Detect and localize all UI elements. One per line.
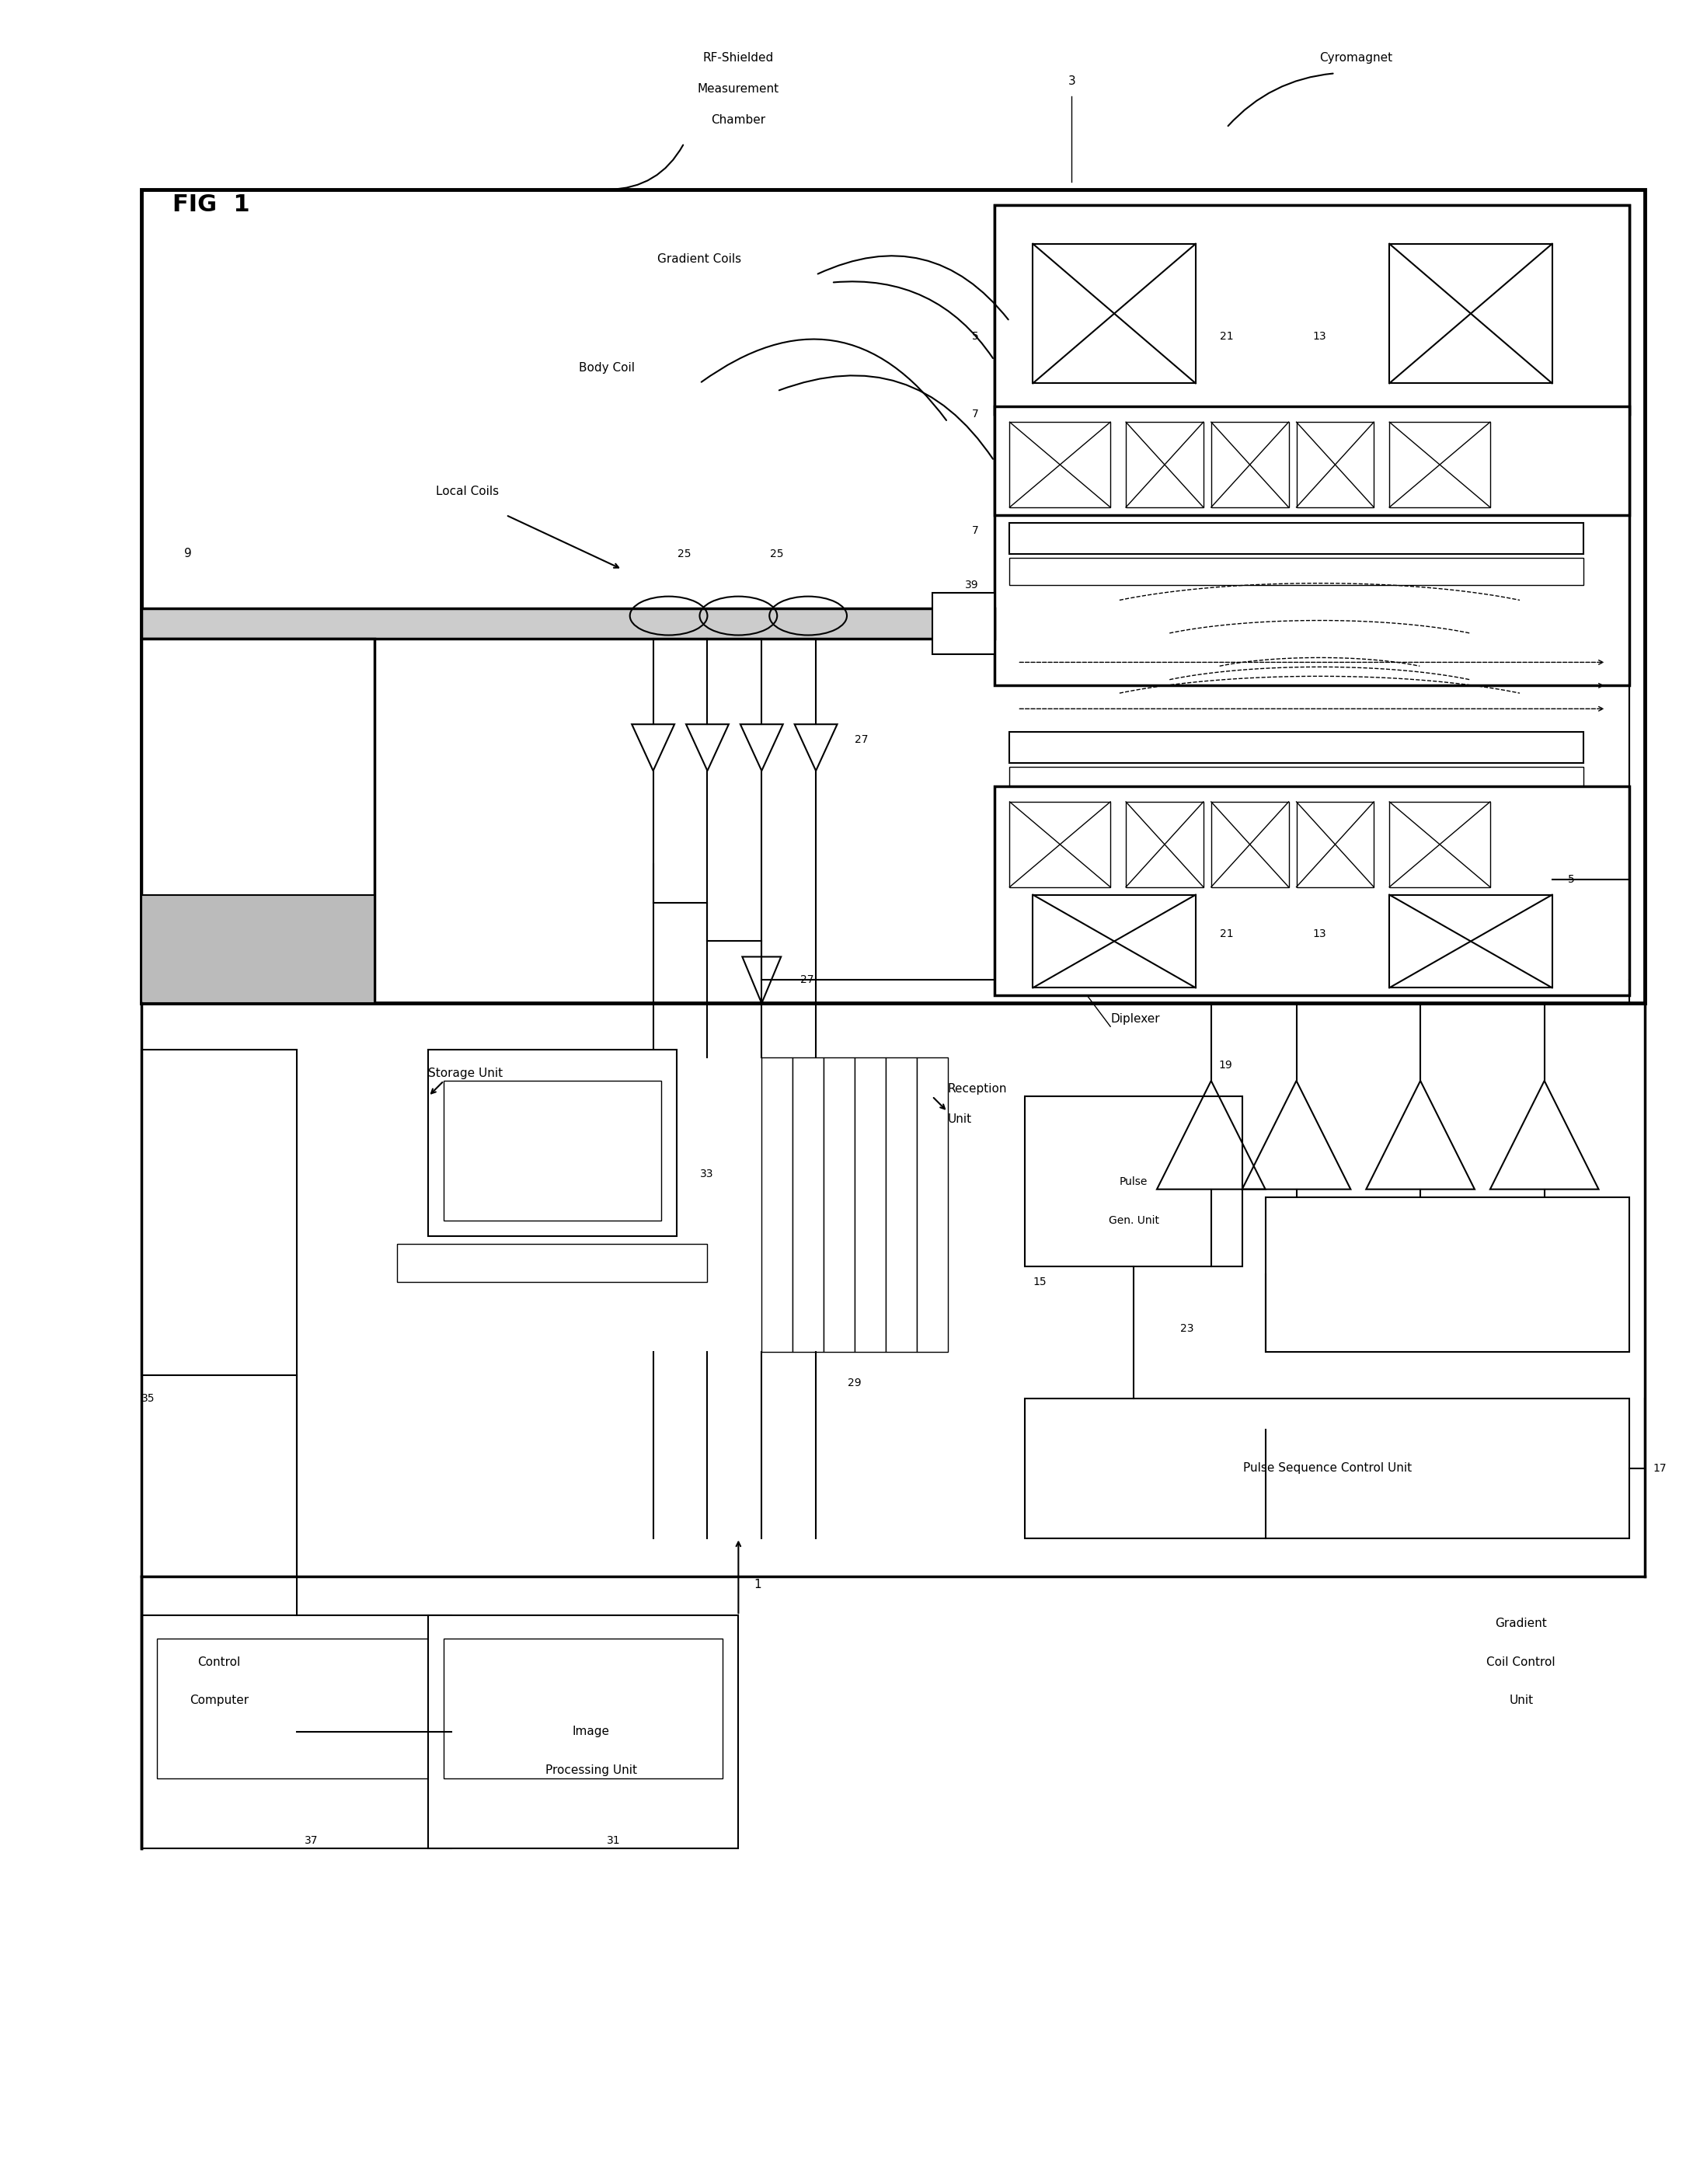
Bar: [157, 1638, 437, 1778]
Bar: [1026, 1096, 1243, 1267]
Text: 7: 7: [972, 408, 979, 419]
Text: 27: 27: [855, 734, 869, 745]
Text: Cyromagnet: Cyromagnet: [1319, 52, 1393, 63]
Bar: [1126, 802, 1204, 887]
Bar: [916, 1057, 948, 1352]
Text: 5: 5: [972, 332, 979, 343]
Text: 21: 21: [1219, 928, 1234, 939]
Bar: [1210, 802, 1288, 887]
Bar: [762, 1057, 792, 1352]
Bar: [444, 1081, 660, 1221]
Text: Computer: Computer: [190, 1695, 249, 1706]
Bar: [142, 190, 1646, 1002]
Bar: [1297, 422, 1375, 507]
Text: 35: 35: [142, 1393, 156, 1404]
Text: Local Coils: Local Coils: [435, 487, 499, 498]
Bar: [994, 406, 1630, 515]
Bar: [933, 592, 994, 655]
Text: 13: 13: [1312, 332, 1327, 343]
Text: Coil Control: Coil Control: [1486, 1655, 1556, 1669]
Text: 37: 37: [305, 1835, 318, 1845]
Text: Control: Control: [198, 1655, 240, 1669]
Bar: [1009, 422, 1111, 507]
Bar: [792, 1057, 823, 1352]
Bar: [1009, 732, 1583, 762]
Text: Image: Image: [572, 1725, 609, 1738]
Bar: [444, 1638, 723, 1778]
Text: 1: 1: [753, 1579, 762, 1590]
Bar: [398, 1243, 708, 1282]
Text: 31: 31: [606, 1835, 620, 1845]
Text: 7: 7: [972, 524, 979, 535]
Text: RF-Shielded: RF-Shielded: [703, 52, 774, 63]
Text: 33: 33: [699, 1168, 713, 1179]
Text: Storage Unit: Storage Unit: [428, 1068, 503, 1079]
Bar: [1390, 895, 1552, 987]
Bar: [1009, 802, 1111, 887]
Text: Pulse: Pulse: [1119, 1175, 1148, 1186]
Bar: [823, 1057, 855, 1352]
Text: 19: 19: [1219, 1059, 1233, 1070]
Text: 29: 29: [848, 1378, 862, 1389]
Text: Processing Unit: Processing Unit: [545, 1765, 637, 1776]
Text: FIG  1: FIG 1: [173, 194, 251, 216]
Bar: [142, 640, 374, 1002]
Text: Unit: Unit: [948, 1114, 972, 1125]
Text: Body Coil: Body Coil: [579, 363, 635, 373]
Text: 25: 25: [677, 548, 691, 559]
Bar: [142, 607, 994, 640]
Text: Diplexer: Diplexer: [1111, 1013, 1160, 1024]
Bar: [142, 895, 374, 1002]
Text: 25: 25: [770, 548, 784, 559]
Bar: [855, 1057, 885, 1352]
Bar: [1390, 422, 1490, 507]
Bar: [1026, 1398, 1630, 1538]
Text: 21: 21: [1219, 332, 1234, 343]
Text: Chamber: Chamber: [711, 114, 765, 127]
Text: 23: 23: [1180, 1324, 1194, 1334]
Bar: [428, 1616, 738, 1848]
Bar: [994, 786, 1630, 996]
Bar: [1210, 422, 1288, 507]
Bar: [428, 1051, 677, 1236]
Bar: [1126, 422, 1204, 507]
Bar: [1265, 1197, 1630, 1352]
Bar: [1390, 802, 1490, 887]
Text: Reception: Reception: [948, 1083, 1007, 1094]
Text: 17: 17: [1652, 1463, 1666, 1474]
Text: 27: 27: [801, 974, 814, 985]
Bar: [1390, 245, 1552, 384]
Bar: [1009, 557, 1583, 585]
Bar: [1033, 895, 1195, 987]
Text: Gradient Coils: Gradient Coils: [657, 253, 742, 264]
Text: 13: 13: [1312, 928, 1327, 939]
Text: 5: 5: [1568, 874, 1574, 885]
Text: 9: 9: [185, 548, 191, 559]
Bar: [1009, 767, 1583, 795]
Bar: [1033, 245, 1195, 384]
Bar: [994, 205, 1630, 415]
Bar: [142, 1051, 296, 1376]
Bar: [1297, 802, 1375, 887]
Text: 15: 15: [1033, 1278, 1046, 1289]
Bar: [142, 1616, 452, 1848]
Bar: [994, 205, 1630, 686]
Text: Unit: Unit: [1508, 1695, 1534, 1706]
Text: 3: 3: [1068, 74, 1075, 87]
Text: Gradient: Gradient: [1495, 1618, 1547, 1629]
Text: Measurement: Measurement: [698, 83, 779, 94]
Bar: [885, 1057, 916, 1352]
Bar: [1009, 522, 1583, 555]
Text: 39: 39: [965, 579, 979, 590]
Text: Pulse Sequence Control Unit: Pulse Sequence Control Unit: [1243, 1463, 1412, 1474]
Text: Gen. Unit: Gen. Unit: [1109, 1214, 1160, 1225]
